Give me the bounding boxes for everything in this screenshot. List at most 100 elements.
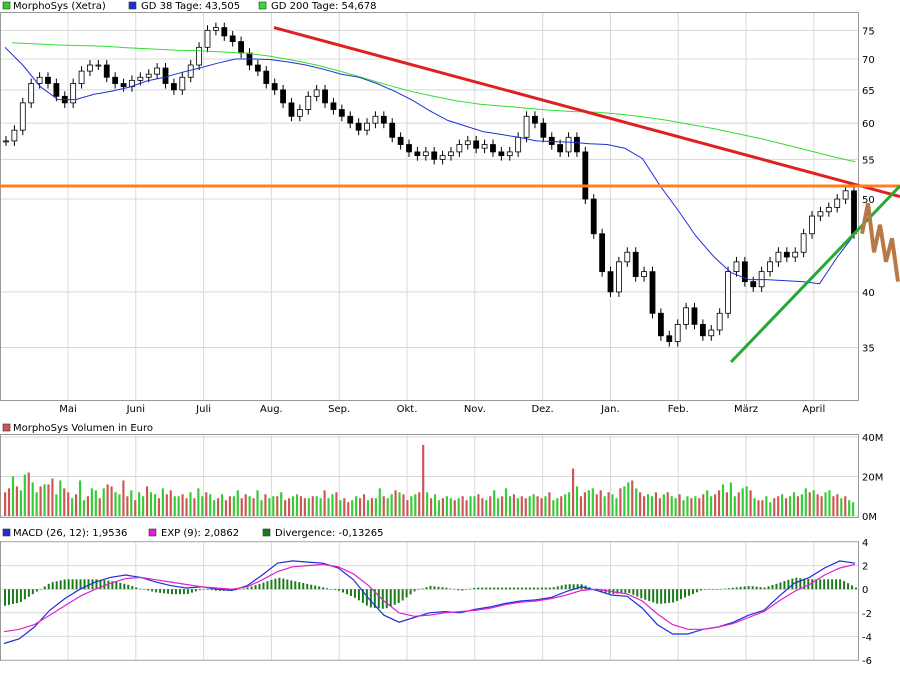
volume-bar xyxy=(126,496,129,516)
candle-body xyxy=(775,251,782,263)
volume-bar xyxy=(153,494,157,516)
candle-body xyxy=(347,115,354,124)
candle-body xyxy=(523,115,530,138)
divergence-bar xyxy=(361,589,364,603)
swatch-icon xyxy=(258,1,267,10)
divergence-bar xyxy=(695,589,698,593)
divergence-bar xyxy=(775,583,778,590)
candle-body xyxy=(406,144,412,153)
volume-bar xyxy=(698,498,701,516)
volume-bar xyxy=(386,498,389,516)
volume-bar xyxy=(528,496,531,516)
volume-bar xyxy=(430,498,433,516)
divergence-bar xyxy=(779,582,782,590)
volume-bars xyxy=(4,444,855,516)
volume-bar xyxy=(796,496,800,516)
volume-bar xyxy=(508,496,512,516)
candle-body xyxy=(280,89,286,104)
volume-bar xyxy=(820,496,823,516)
divergence-bar xyxy=(791,578,794,590)
volume-bar xyxy=(702,494,705,516)
macd-tick-label: 4 xyxy=(862,538,868,549)
volume-bar xyxy=(201,496,204,516)
volume-bar xyxy=(512,494,516,516)
volume-bar xyxy=(489,496,492,516)
divergence-bar xyxy=(827,579,830,590)
candle-body xyxy=(624,251,631,263)
divergence-bar xyxy=(365,589,368,606)
candle-body xyxy=(288,102,295,117)
volume-bar xyxy=(714,494,717,516)
divergence-bar xyxy=(254,585,257,590)
divergence-bar xyxy=(636,589,639,597)
volume-bar xyxy=(426,492,429,516)
volume-tick-label: 0M xyxy=(862,512,877,523)
volume-bar xyxy=(205,492,208,516)
volume-bar xyxy=(71,498,74,516)
candle-body xyxy=(565,136,572,153)
divergence-bar xyxy=(739,586,742,590)
volume-bar xyxy=(260,500,263,516)
divergence-bar xyxy=(461,589,464,591)
divergence-bar xyxy=(465,589,468,590)
candle-body xyxy=(422,151,429,157)
volume-bar xyxy=(564,494,567,516)
divergence-bar xyxy=(67,579,70,590)
divergence-bar xyxy=(373,589,376,608)
volume-bar xyxy=(232,496,235,516)
volume-bar xyxy=(781,494,784,516)
divergence-bar xyxy=(353,589,356,598)
divergence-bar xyxy=(310,584,313,590)
divergence-bar xyxy=(278,577,281,590)
candle-body xyxy=(221,27,228,37)
candle-body xyxy=(28,83,35,104)
volume-bar xyxy=(378,488,381,516)
divergence-bar xyxy=(206,589,209,590)
divergence-bar xyxy=(552,587,555,590)
uptrend-support-line xyxy=(729,184,900,364)
divergence-bar xyxy=(811,579,814,590)
divergence-bar xyxy=(119,582,122,590)
divergence-bar xyxy=(389,589,392,607)
divergence-bar xyxy=(520,587,523,590)
divergence-bar xyxy=(15,589,18,604)
divergence-bar xyxy=(43,586,46,590)
volume-bar xyxy=(599,490,602,516)
volume-bar xyxy=(86,496,90,516)
divergence-bar xyxy=(815,579,818,590)
volume-bar xyxy=(142,496,145,516)
volume-bar xyxy=(23,474,26,516)
volume-bar xyxy=(852,502,855,516)
divergence-bar xyxy=(417,589,420,590)
candle-body xyxy=(515,136,522,153)
divergence-bar xyxy=(194,589,197,592)
macd-panel-frame xyxy=(0,541,859,661)
volume-bar xyxy=(110,486,113,516)
divergence-bar xyxy=(568,584,571,590)
candle-body xyxy=(162,67,169,84)
volume-bar xyxy=(220,494,224,516)
candle-body xyxy=(809,215,815,235)
divergence-bar xyxy=(286,579,289,590)
month-label: Sep. xyxy=(328,404,350,415)
candle-body xyxy=(271,83,278,91)
volume-bar xyxy=(55,494,58,516)
volume-bar xyxy=(299,496,303,516)
volume-bar xyxy=(745,486,748,516)
divergence-bar xyxy=(560,585,563,590)
projection-zigzag xyxy=(860,202,900,282)
price-panel-frame xyxy=(0,12,859,401)
divergence-bar xyxy=(83,579,86,590)
divergence-bar xyxy=(505,587,508,590)
divergence-bar xyxy=(747,586,750,590)
divergence-bar xyxy=(294,581,297,590)
volume-bar xyxy=(236,490,239,516)
volume-bar xyxy=(643,496,646,516)
volume-bar xyxy=(177,496,180,516)
volume-bar xyxy=(339,500,342,516)
candle-body xyxy=(607,271,614,293)
macd-tick-label: 0 xyxy=(862,585,868,596)
divergence-bar xyxy=(433,586,436,590)
volume-legend: MorphoSys Volumen in Euro xyxy=(2,423,153,434)
candle-body xyxy=(825,207,832,213)
